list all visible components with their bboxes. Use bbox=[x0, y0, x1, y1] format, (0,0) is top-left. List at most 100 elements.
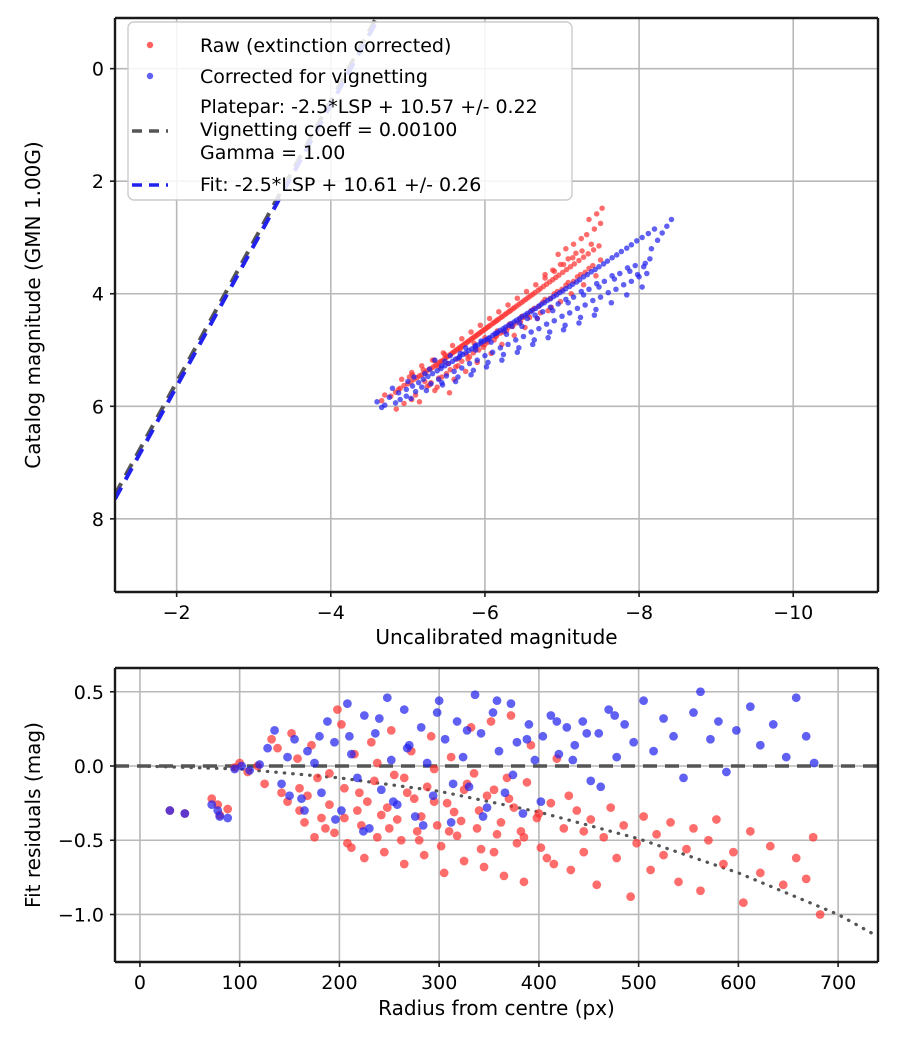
data-point bbox=[560, 327, 567, 333]
data-point bbox=[651, 226, 658, 232]
platepar-line bbox=[115, 18, 379, 496]
data-point bbox=[448, 779, 458, 789]
data-point bbox=[712, 815, 721, 824]
data-point bbox=[613, 252, 620, 258]
data-point bbox=[366, 737, 376, 747]
data-point bbox=[452, 717, 462, 726]
data-point bbox=[538, 731, 548, 741]
data-point bbox=[330, 737, 339, 747]
data-point bbox=[215, 812, 225, 821]
data-point bbox=[452, 378, 459, 385]
data-point bbox=[745, 826, 755, 836]
data-point bbox=[623, 245, 630, 251]
data-point bbox=[634, 238, 640, 244]
data-point bbox=[354, 788, 364, 798]
data-point bbox=[474, 357, 480, 363]
data-point bbox=[534, 809, 544, 818]
data-point bbox=[317, 813, 326, 823]
data-point bbox=[531, 337, 538, 343]
data-point bbox=[343, 699, 352, 709]
data-point bbox=[778, 880, 788, 890]
data-point bbox=[405, 378, 411, 385]
data-point bbox=[609, 272, 615, 279]
data-point bbox=[532, 312, 538, 318]
data-point bbox=[605, 289, 612, 296]
top-series-corrected bbox=[374, 216, 675, 411]
data-point bbox=[511, 332, 517, 339]
data-point bbox=[528, 329, 534, 335]
data-point bbox=[516, 345, 522, 351]
bottom-xtick-label: 100 bbox=[222, 972, 258, 994]
data-point bbox=[489, 349, 496, 356]
data-point bbox=[546, 711, 556, 720]
data-point bbox=[263, 743, 272, 753]
data-point bbox=[297, 794, 306, 804]
data-point bbox=[500, 788, 510, 798]
data-point bbox=[337, 720, 346, 729]
data-point bbox=[392, 815, 402, 824]
data-point bbox=[719, 859, 728, 869]
data-point bbox=[464, 782, 474, 792]
fit-line bbox=[115, 18, 381, 500]
data-point bbox=[513, 337, 519, 343]
data-point bbox=[808, 832, 818, 842]
data-point bbox=[608, 299, 615, 306]
data-point bbox=[529, 341, 536, 348]
top-ytick-label: 8 bbox=[92, 509, 104, 531]
data-point bbox=[478, 338, 484, 344]
data-point bbox=[310, 832, 319, 842]
data-point bbox=[389, 385, 396, 392]
data-point bbox=[317, 788, 326, 798]
data-point bbox=[640, 263, 647, 270]
data-point bbox=[273, 743, 282, 753]
bottom-xtick-label: 200 bbox=[321, 972, 357, 994]
data-point bbox=[165, 806, 175, 815]
data-point bbox=[446, 752, 456, 762]
data-point bbox=[600, 261, 607, 267]
data-point bbox=[562, 322, 568, 329]
data-point bbox=[679, 773, 688, 783]
data-point bbox=[465, 356, 471, 362]
top-data-layer bbox=[115, 18, 675, 500]
data-point bbox=[230, 764, 240, 774]
data-point bbox=[499, 357, 505, 363]
data-point bbox=[659, 230, 665, 236]
bottom-ytick-label: 0.5 bbox=[74, 682, 104, 704]
data-point bbox=[612, 752, 622, 762]
data-point bbox=[415, 379, 422, 386]
bottom-xtick-label: 0 bbox=[134, 972, 146, 994]
data-point bbox=[330, 828, 339, 838]
data-point bbox=[579, 248, 585, 254]
data-point bbox=[518, 809, 528, 818]
data-point bbox=[706, 734, 715, 744]
data-point bbox=[514, 295, 521, 302]
data-point bbox=[379, 847, 389, 857]
data-point bbox=[514, 349, 521, 356]
data-point bbox=[801, 874, 811, 884]
data-point bbox=[506, 711, 516, 720]
data-point bbox=[223, 813, 233, 823]
data-point bbox=[422, 782, 432, 792]
data-point bbox=[570, 294, 577, 300]
data-point bbox=[434, 696, 444, 706]
data-point bbox=[352, 773, 362, 783]
data-point bbox=[664, 223, 670, 229]
data-point bbox=[592, 880, 602, 890]
data-point bbox=[586, 815, 596, 824]
data-point bbox=[696, 687, 705, 697]
data-point bbox=[755, 740, 765, 750]
data-point bbox=[376, 785, 386, 795]
legend-label-platepar-2: Vignetting coeff = 0.00100 bbox=[200, 119, 457, 141]
data-point bbox=[452, 831, 462, 841]
data-point bbox=[478, 812, 488, 821]
data-point bbox=[470, 690, 480, 700]
data-point bbox=[245, 766, 255, 775]
data-point bbox=[522, 734, 532, 744]
data-point bbox=[639, 284, 645, 290]
data-point bbox=[556, 272, 562, 278]
data-point bbox=[476, 844, 486, 854]
top-ytick-label: 4 bbox=[92, 284, 104, 306]
data-point bbox=[398, 376, 405, 383]
data-point bbox=[432, 821, 442, 830]
data-point bbox=[432, 708, 442, 717]
